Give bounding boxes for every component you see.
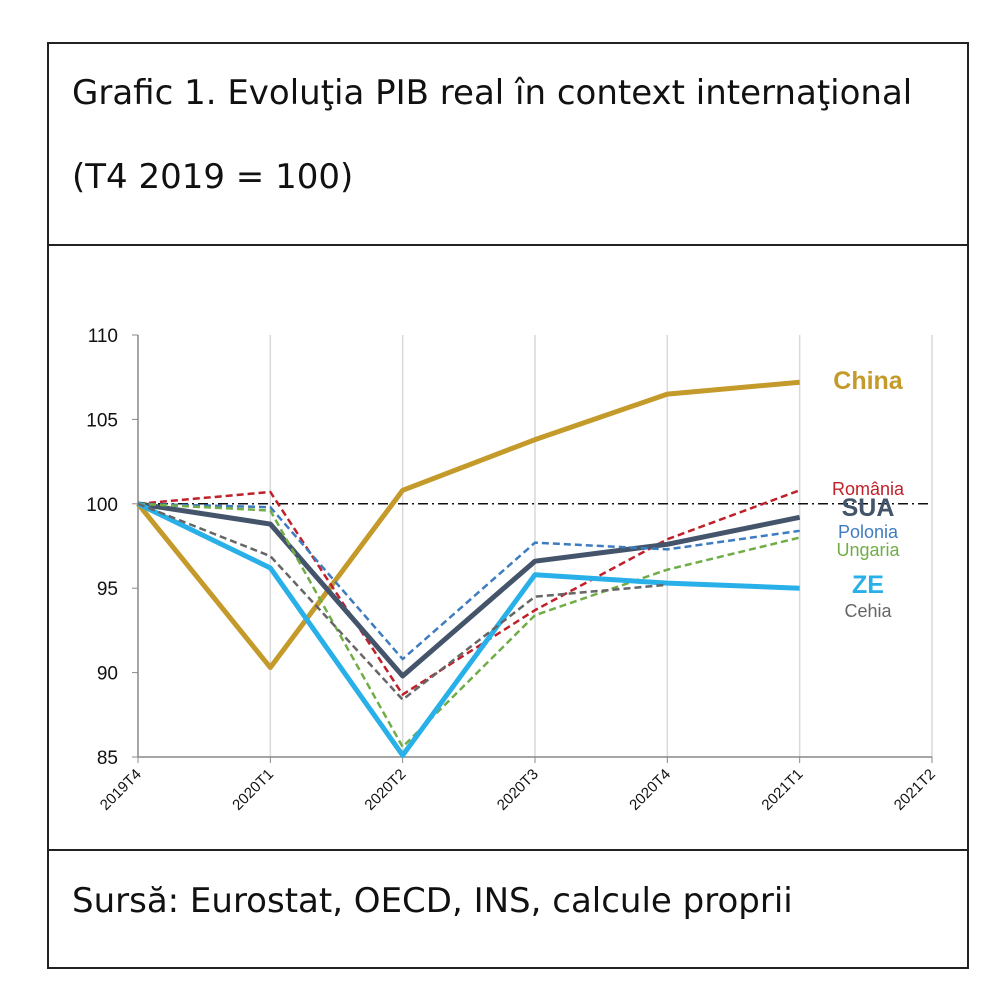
series-line xyxy=(137,502,668,701)
source: Sursă: Eurostat, OECD, INS, calcule prop… xyxy=(72,881,793,921)
x-tick-label: 2020T3 xyxy=(494,766,542,814)
series-label: Ungaria xyxy=(836,540,900,560)
x-tick-label: 2021T1 xyxy=(759,766,807,814)
x-tick-label: 2020T1 xyxy=(229,766,277,814)
chart-subtitle: (T4 2019 = 100) xyxy=(72,157,353,197)
series-label: ZE xyxy=(852,571,884,599)
series-label: China xyxy=(833,367,904,395)
series-line xyxy=(137,502,800,661)
y-tick-label: 110 xyxy=(88,326,118,347)
x-tick-label: 2019T4 xyxy=(97,766,145,814)
y-tick-label: 90 xyxy=(97,664,118,685)
y-tick-label: 100 xyxy=(86,495,118,516)
series-line xyxy=(137,502,800,749)
frame xyxy=(47,42,969,969)
series-label: Polonia xyxy=(838,522,899,542)
x-tick-label: 2021T2 xyxy=(891,766,939,814)
series-label: România xyxy=(832,479,905,499)
series-line xyxy=(137,501,801,679)
y-tick-label: 105 xyxy=(86,410,118,431)
x-tick-label: 2020T2 xyxy=(362,766,410,814)
series-label: SUA xyxy=(842,494,895,522)
series-label: Cehia xyxy=(844,601,892,621)
y-tick-label: 95 xyxy=(97,579,118,600)
chart-title: Grafic 1. Evoluţia PIB real în context i… xyxy=(72,73,912,113)
y-tick-label: 85 xyxy=(97,748,118,769)
series-line xyxy=(136,379,800,671)
x-tick-label: 2020T4 xyxy=(626,766,674,814)
series-line xyxy=(137,489,801,696)
series-line xyxy=(136,501,800,758)
